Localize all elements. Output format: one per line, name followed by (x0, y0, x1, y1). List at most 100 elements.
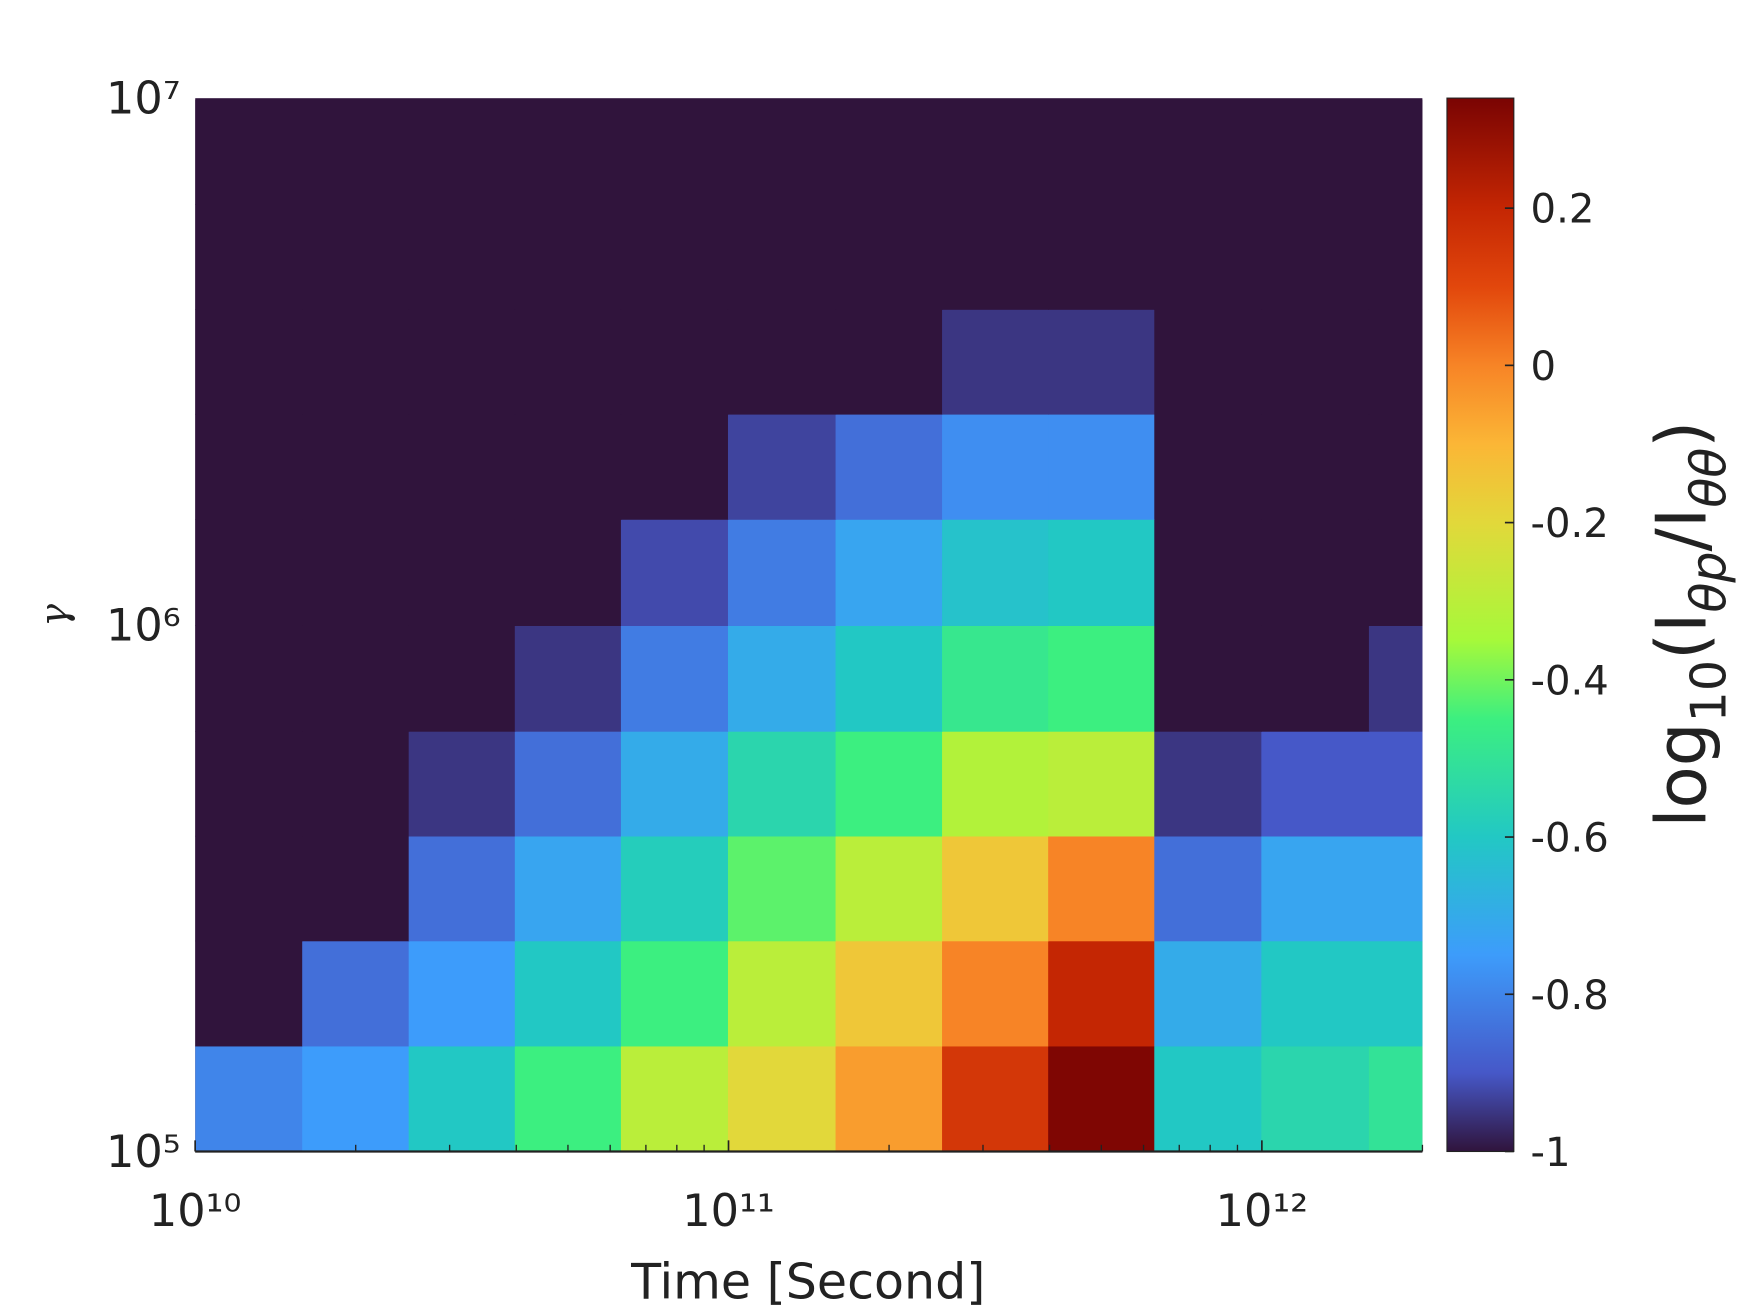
heatmap-cell (1368, 731, 1423, 837)
heatmap-cell (1261, 309, 1370, 415)
heatmap-cell (1261, 625, 1370, 732)
heatmap-cell (620, 204, 729, 310)
heatmap-cell (195, 1045, 303, 1152)
colorbar-label-part: log (1643, 722, 1723, 827)
heatmap-cell (1154, 204, 1263, 310)
colorbar-tick-label: -1 (1531, 1130, 1571, 1176)
heatmap-cell (1261, 835, 1370, 942)
heatmap-cell (727, 413, 837, 520)
heatmap-cell (1048, 519, 1155, 626)
heatmap-cell (514, 731, 622, 837)
heatmap-cell (620, 309, 729, 415)
heatmap-cell (727, 1045, 837, 1152)
heatmap-cell (1154, 835, 1263, 942)
heatmap-cell (195, 625, 303, 732)
heatmap-cell (727, 309, 837, 415)
heatmap-cell (195, 835, 303, 942)
heatmap-cell (1261, 99, 1370, 205)
heatmap-cell (302, 413, 410, 520)
x-axis-label: Time [Second] (630, 1253, 985, 1311)
heatmap-cell (408, 835, 516, 942)
heatmap-cell (1261, 731, 1370, 837)
heatmap-cell (408, 204, 516, 310)
y-tick-label: 10⁶ (106, 599, 181, 651)
heatmap-cell (942, 204, 1049, 310)
colorbar-tick-label: -0.4 (1531, 658, 1609, 704)
colorbar-label-part: ) (1643, 421, 1723, 448)
heatmap-cell (302, 519, 410, 626)
heatmap-cell (302, 835, 410, 942)
heatmap-cell (195, 99, 303, 205)
heatmap-cell (195, 731, 303, 837)
heatmap-cell (408, 1045, 516, 1152)
heatmap-cell (1368, 625, 1423, 732)
x-tick-label: 10¹⁰ (149, 1185, 241, 1237)
heatmap-cell (514, 835, 622, 942)
heatmap-cell (942, 731, 1049, 837)
heatmap-cell (1368, 99, 1423, 205)
heatmap-cell (942, 413, 1049, 520)
heatmap-cell (408, 940, 516, 1047)
heatmap-cell (727, 625, 837, 732)
heatmap-cell (727, 204, 837, 310)
heatmap-cell (195, 309, 303, 415)
heatmap-cell (514, 309, 622, 415)
colorbar-label-part: (I (1643, 613, 1723, 660)
heatmap-cell (195, 204, 303, 310)
heatmap-cell (1368, 1045, 1423, 1152)
heatmap-cell (942, 835, 1049, 942)
heatmap-cell (1368, 309, 1423, 415)
heatmap (195, 98, 1423, 1152)
heatmap-cell (620, 1045, 729, 1152)
colorbar-label: log10(Iθp/Iθθ) (1643, 421, 1738, 828)
heatmap-cell (1154, 625, 1263, 732)
heatmap-cell (302, 625, 410, 732)
heatmap-cell (727, 731, 837, 837)
heatmap-cell (514, 519, 622, 626)
x-tick-label: 10¹¹ (682, 1185, 774, 1237)
heatmap-cell (835, 99, 943, 205)
colorbar-tick-label: -0.8 (1531, 973, 1609, 1019)
heatmap-cell (1368, 940, 1423, 1047)
colorbar-tick-label: -0.2 (1531, 501, 1609, 547)
heatmap-cell (1048, 625, 1155, 732)
heatmap-cell (1048, 204, 1155, 310)
heatmap-cell (514, 625, 622, 732)
heatmap-cell (1048, 1045, 1155, 1152)
heatmap-cell (408, 413, 516, 520)
heatmap-cell (1048, 413, 1155, 520)
heatmap-cell (408, 625, 516, 732)
heatmap-cell (620, 519, 729, 626)
colorbar-tick-label: 0 (1531, 344, 1557, 390)
heatmap-cell (1261, 1045, 1370, 1152)
heatmap-cell (302, 731, 410, 837)
heatmap-cell (835, 519, 943, 626)
heatmap-cell (727, 940, 837, 1047)
heatmap-cell (620, 940, 729, 1047)
heatmap-cell (620, 99, 729, 205)
colorbar-tick-label: 0.2 (1531, 187, 1595, 233)
heatmap-cell (408, 99, 516, 205)
heatmap-cell (514, 413, 622, 520)
heatmap-cell (302, 204, 410, 310)
heatmap-cell (727, 835, 837, 942)
heatmap-cell (1261, 204, 1370, 310)
heatmap-cell (195, 413, 303, 520)
heatmap-cell (620, 835, 729, 942)
heatmap-cell (302, 99, 410, 205)
heatmap-cell (1368, 835, 1423, 942)
heatmap-cell (1154, 309, 1263, 415)
colorbar-label-part: /I (1643, 508, 1723, 552)
heatmap-cell (942, 99, 1049, 205)
heatmap-cell (727, 99, 837, 205)
heatmap-cell (942, 625, 1049, 732)
heatmap-cell (1368, 204, 1423, 310)
colorbar-label-part: θp (1680, 551, 1738, 612)
heatmap-cell (1048, 835, 1155, 942)
heatmap-cell (1368, 413, 1423, 520)
heatmap-cell (1048, 731, 1155, 837)
heatmap-cell (195, 940, 303, 1047)
heatmap-cell (408, 731, 516, 837)
heatmap-cell (1154, 519, 1263, 626)
